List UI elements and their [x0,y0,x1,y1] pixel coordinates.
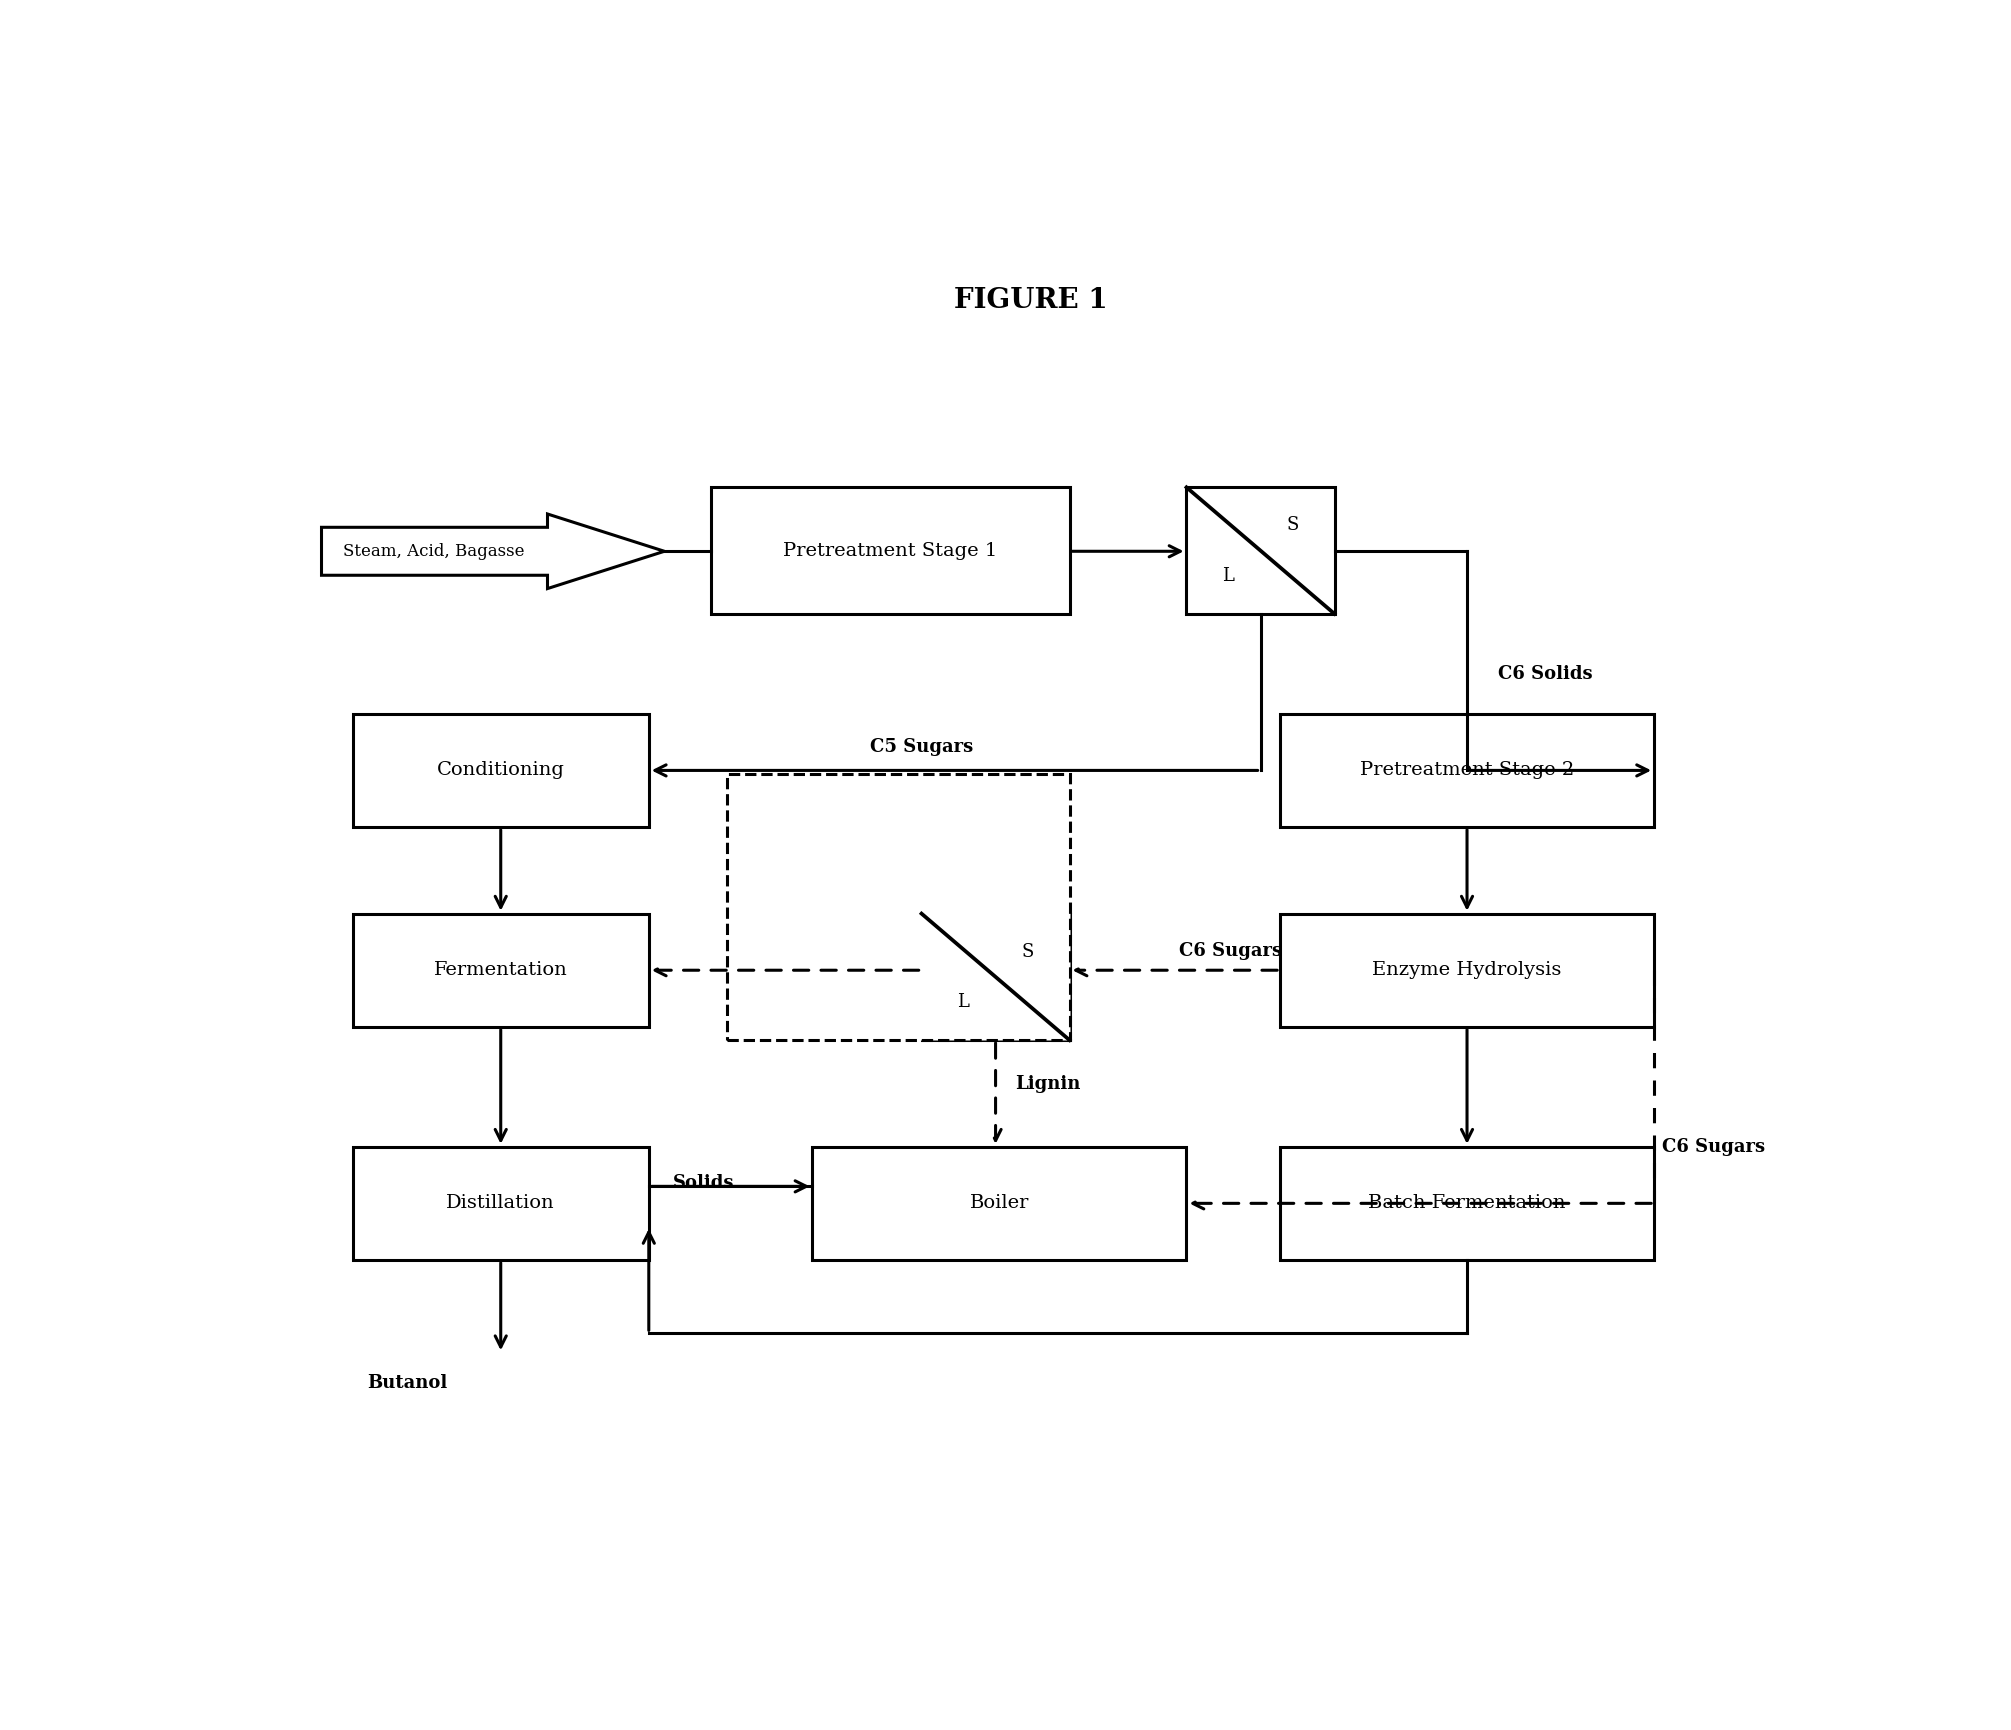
Text: FIGURE 1: FIGURE 1 [953,287,1108,315]
Bar [812,1147,1186,1259]
Bar [712,488,1070,614]
Bar [1279,913,1653,1028]
Text: Lignin: Lignin [1016,1074,1080,1093]
Text: Pretreatment Stage 1: Pretreatment Stage 1 [782,541,997,559]
Text: Solids: Solids [674,1173,734,1192]
Text: S: S [1287,516,1299,535]
Bar [1279,1147,1653,1259]
Bar [352,1147,650,1259]
Text: C6 Sugars: C6 Sugars [1661,1138,1766,1156]
Text: Butanol: Butanol [368,1374,446,1391]
Text: C6 Solids: C6 Solids [1498,664,1593,683]
Text: Batch Fermentation: Batch Fermentation [1367,1194,1567,1213]
Text: Steam, Acid, Bagasse: Steam, Acid, Bagasse [344,543,525,561]
Bar [352,714,650,827]
Text: Distillation: Distillation [446,1194,555,1213]
Bar [352,913,650,1028]
Text: S: S [1022,943,1034,960]
Bar [726,773,1070,1040]
Polygon shape [322,514,664,588]
Text: C5 Sugars: C5 Sugars [871,739,973,756]
Bar [1186,488,1335,614]
Text: Boiler: Boiler [969,1194,1030,1213]
Bar [921,913,1070,1040]
Text: Pretreatment Stage 2: Pretreatment Stage 2 [1359,761,1575,780]
Text: C6 Sugars: C6 Sugars [1178,941,1281,960]
Text: L: L [957,993,969,1012]
Text: Fermentation: Fermentation [434,962,567,979]
Text: Enzyme Hydrolysis: Enzyme Hydrolysis [1372,962,1563,979]
Bar [1279,714,1653,827]
Text: L: L [1223,567,1235,585]
Text: Conditioning: Conditioning [436,761,565,780]
